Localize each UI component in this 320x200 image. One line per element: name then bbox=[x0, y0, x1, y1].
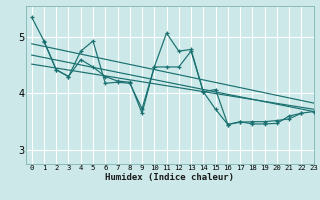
X-axis label: Humidex (Indice chaleur): Humidex (Indice chaleur) bbox=[105, 173, 234, 182]
